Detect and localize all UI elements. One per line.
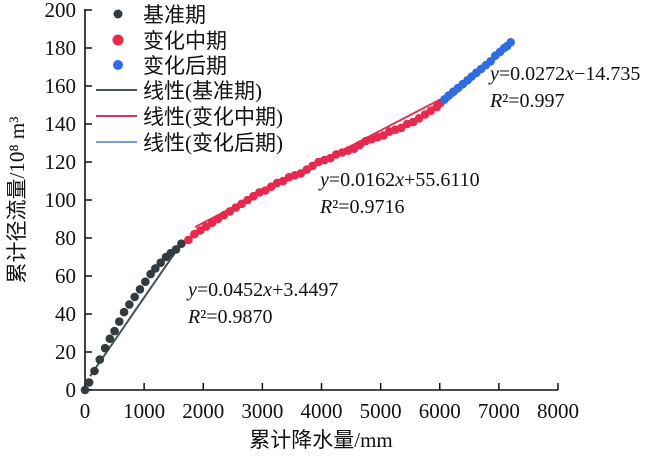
y-ticks	[85, 9, 92, 391]
axes: 0 1000 2000 3000 4000 5000 6000 7000 8000 0 20 40 6…	[5, 0, 579, 452]
x-tick-label: 5000	[360, 399, 402, 423]
x-tick-label: 7000	[478, 399, 520, 423]
data-point	[486, 57, 495, 66]
x-tick-label: 1000	[123, 399, 165, 423]
legend-label: 变化后期	[143, 54, 227, 78]
x-ticks	[84, 383, 559, 390]
fit-equation: y=0.0452x+3.4497	[186, 279, 338, 301]
legend-label: 变化中期	[143, 29, 227, 53]
fit-r-squared: R²=0.9716	[319, 196, 405, 218]
data-points	[80, 38, 515, 395]
legend-marker	[112, 34, 124, 46]
annotations: y=0.0452x+3.4497 R²=0.9870 y=0.0162x+55.61…	[186, 63, 640, 328]
legend-label: 线性(基准期)	[143, 79, 262, 103]
y-tick-label: 160	[45, 74, 77, 98]
data-point	[177, 239, 186, 248]
data-point	[125, 300, 134, 309]
trend-line	[89, 242, 183, 377]
data-point	[130, 292, 139, 302]
x-tick-label: 4000	[301, 399, 343, 423]
data-point	[171, 245, 181, 254]
y-axis-title: 累计径流量/10⁸ m³	[5, 116, 29, 283]
y-tick-label: 80	[55, 226, 76, 250]
fit-r-squared: R²=0.997	[489, 90, 565, 112]
data-point	[151, 264, 160, 273]
data-point	[80, 385, 90, 395]
data-point	[105, 334, 115, 344]
y-tick-label: 40	[55, 302, 76, 326]
x-tick-labels: 0 1000 2000 3000 4000 5000 6000 7000 8000	[80, 399, 579, 423]
x-tick-label: 2000	[182, 399, 224, 423]
x-tick-label: 3000	[241, 399, 283, 423]
data-point	[184, 235, 193, 245]
legend-label: 线性(变化后期)	[143, 131, 283, 155]
x-tick-label: 8000	[537, 399, 579, 423]
data-point	[119, 307, 129, 317]
y-tick-label: 100	[45, 188, 77, 212]
legend-marker	[113, 9, 123, 19]
y-tick-label: 120	[45, 150, 77, 174]
x-tick-label: 6000	[419, 399, 461, 423]
data-point	[146, 269, 155, 279]
data-point	[100, 343, 110, 353]
legend-marker	[113, 60, 123, 70]
data-point	[110, 326, 119, 336]
y-tick-label: 140	[45, 112, 77, 136]
y-tick-label: 20	[55, 340, 76, 364]
y-tick-label: 60	[55, 264, 76, 288]
x-tick-label: 0	[80, 399, 91, 423]
data-point	[95, 355, 105, 364]
x-axis-title: 累计降水量/mm	[249, 428, 393, 452]
fit-r-squared: R²=0.9870	[187, 306, 273, 328]
y-tick-label: 0	[66, 378, 77, 402]
y-tick-label: 200	[45, 0, 77, 22]
data-point	[114, 317, 124, 326]
data-point	[141, 277, 150, 287]
data-point	[156, 258, 165, 268]
y-tick-label: 180	[45, 36, 77, 60]
data-point	[90, 366, 99, 376]
data-point	[84, 378, 94, 387]
data-point	[135, 285, 145, 294]
legend-label: 线性(变化中期)	[143, 105, 283, 129]
legend-label: 基准期	[143, 3, 206, 27]
fit-equation: y=0.0272x−14.735	[488, 63, 640, 85]
data-point	[506, 38, 515, 47]
fit-equation: y=0.0162x+55.6110	[318, 169, 480, 191]
y-tick-labels: 0 20 40 60 80 100 120 140 160 180 200	[45, 0, 77, 402]
